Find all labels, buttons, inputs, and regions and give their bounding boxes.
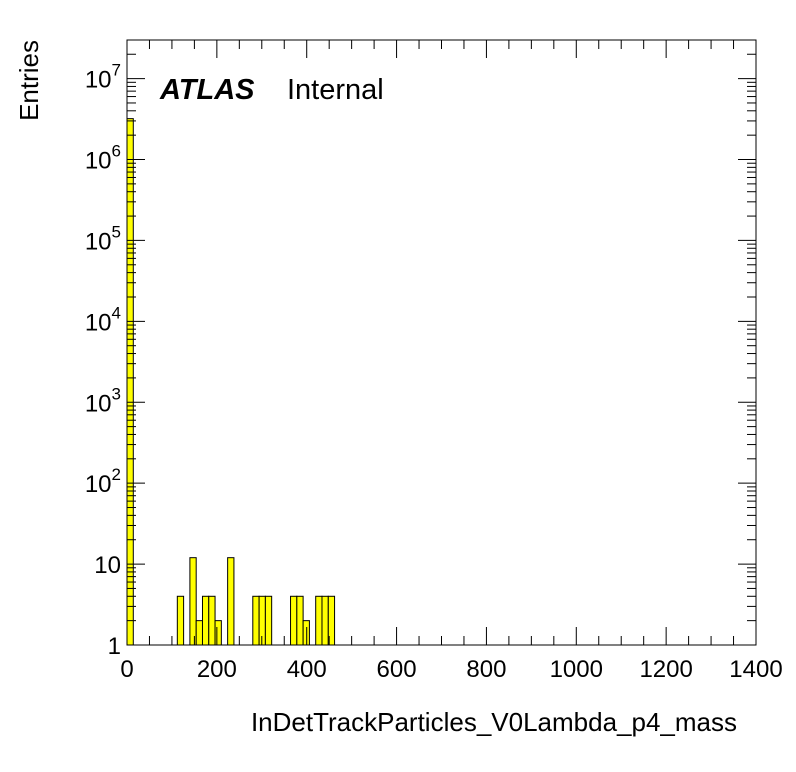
x-tick-label: 0 — [120, 656, 133, 683]
atlas-label: ATLAS — [159, 74, 255, 106]
histogram-bin — [296, 595, 304, 646]
histogram-bin — [227, 557, 235, 646]
x-tick-label: 800 — [466, 656, 506, 683]
y-tick-label: 103 — [85, 384, 121, 417]
histogram-bin — [214, 620, 222, 646]
y-tick-label: 10 — [94, 552, 121, 579]
y-tick-label: 107 — [85, 61, 121, 94]
x-tick-label: 1200 — [639, 656, 692, 683]
histogram-bin — [189, 557, 197, 646]
histogram-bin — [252, 595, 260, 646]
x-tick-label: 200 — [197, 656, 237, 683]
histogram-bars — [126, 118, 336, 646]
y-tick-label: 102 — [85, 465, 121, 498]
histogram-bin — [201, 595, 210, 646]
plot-frame — [126, 39, 757, 646]
histogram-bin — [264, 595, 273, 646]
x-tick-label: 600 — [377, 656, 417, 683]
histogram-bin — [315, 595, 323, 646]
histogram-bin — [126, 118, 134, 646]
x-tick-label: 400 — [287, 656, 327, 683]
internal-label: Internal — [287, 74, 384, 106]
y-axis-title: Entries — [14, 40, 44, 121]
histogram-bin — [321, 595, 329, 646]
y-tick-label: 106 — [85, 142, 121, 175]
y-tick-labels: 1 10 102 103 104 105 106 107 — [85, 61, 121, 660]
x-axis-title: InDetTrackParticles_V0Lambda_p4_mass — [251, 707, 737, 737]
histogram-bin — [208, 595, 216, 646]
x-tick-label: 1400 — [729, 656, 782, 683]
x-tick-label: 1000 — [550, 656, 603, 683]
histogram-bin — [195, 620, 203, 646]
histogram-bin — [176, 595, 185, 646]
y-tick-label: 105 — [85, 222, 121, 255]
axis-ticks — [126, 39, 757, 646]
histogram-bin — [290, 595, 298, 646]
y-tick-label: 1 — [108, 633, 121, 660]
x-tick-labels: 0 200 400 600 800 1000 1200 1400 — [120, 656, 782, 683]
y-tick-label: 104 — [85, 303, 121, 336]
